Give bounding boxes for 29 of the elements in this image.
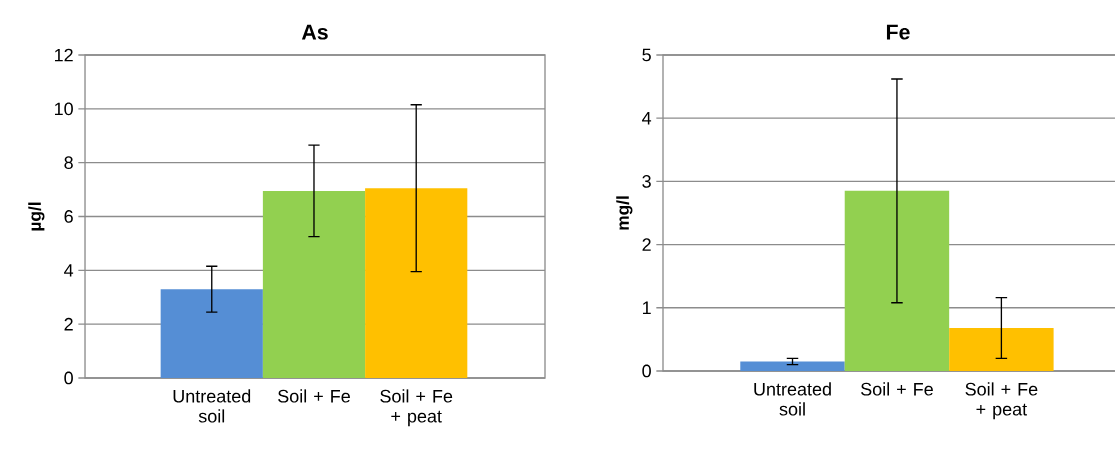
chart-title: Fe	[886, 24, 910, 40]
y-tick-label: 2	[64, 317, 73, 331]
x-tick-label: Untreated soil	[173, 389, 251, 423]
y-tick-label: 2	[642, 238, 651, 251]
y-tick-label: 1	[642, 301, 651, 314]
y-tick-label: 0	[642, 364, 651, 378]
bar	[365, 188, 468, 378]
y-tick-label: 10	[55, 102, 73, 116]
bar	[160, 289, 263, 378]
y-tick-label: 4	[64, 264, 74, 277]
bar	[262, 190, 366, 378]
y-tick-label: 12	[55, 48, 73, 62]
y-tick-label: 3	[642, 175, 651, 188]
x-tick-label: Untreated soil	[754, 382, 831, 416]
y-axis-title: µg/l	[28, 202, 45, 231]
y-tick-label: 8	[64, 156, 73, 170]
y-tick-label: 0	[64, 371, 73, 385]
x-tick-label: Soil + Fe + peat	[380, 389, 453, 427]
x-tick-label: Soil + Fe	[278, 389, 350, 403]
x-tick-label: Soil + Fe + peat	[965, 382, 1038, 420]
chart-title: As	[301, 24, 328, 40]
bar	[740, 361, 845, 371]
bar	[844, 190, 950, 371]
x-tick-label: Soil + Fe	[861, 382, 933, 396]
y-tick-label: 4	[642, 112, 652, 125]
y-tick-label: 5	[642, 48, 651, 62]
y-axis-title: mg/l	[616, 196, 633, 230]
y-tick-label: 6	[64, 210, 73, 223]
bar	[949, 328, 1054, 371]
